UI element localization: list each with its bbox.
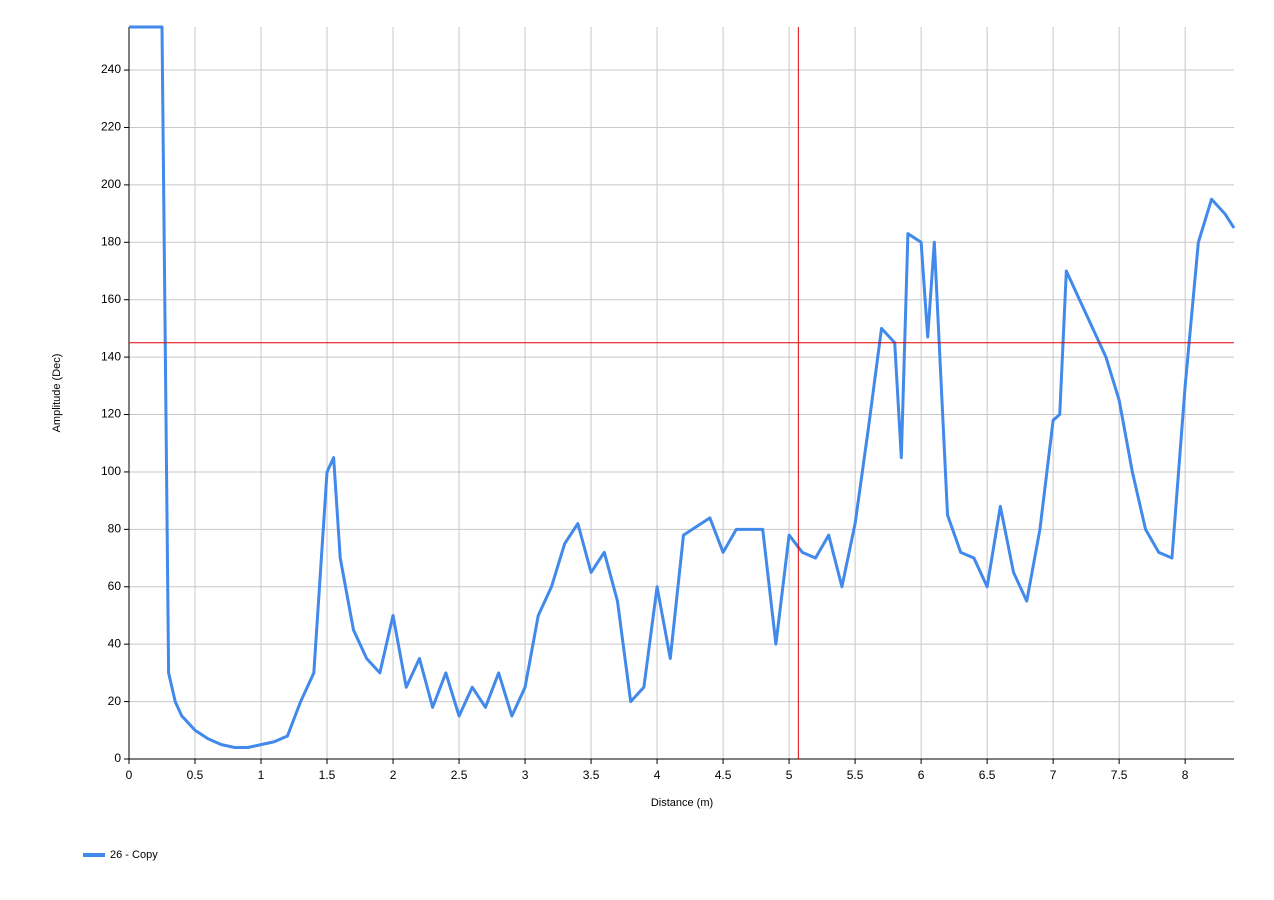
x-tick-label: 2.5 (451, 768, 468, 782)
x-tick-label: 7 (1050, 768, 1057, 782)
y-tick-label: 140 (101, 349, 121, 363)
x-axis-label: Distance (m) (651, 797, 713, 809)
x-tick-label: 6 (918, 768, 925, 782)
y-tick-label: 220 (101, 120, 121, 134)
y-tick-label: 20 (108, 694, 122, 708)
y-tick-label: 120 (101, 407, 121, 421)
x-tick-label: 0.5 (187, 768, 204, 782)
x-tick-label: 5.5 (847, 768, 864, 782)
y-tick-label: 180 (101, 234, 121, 248)
x-tick-label: 8 (1182, 768, 1189, 782)
series-line (129, 25, 1236, 750)
y-tick-label: 240 (101, 62, 121, 76)
x-tick-label: 5 (786, 768, 793, 782)
x-tick-label: 3 (522, 768, 529, 782)
y-axis-label: Amplitude (Dec) (51, 354, 63, 433)
x-tick-label: 2 (390, 768, 397, 782)
x-tick-label: 4.5 (715, 768, 732, 782)
legend-label: 26 - Copy (110, 849, 158, 861)
x-tick-label: 0 (126, 768, 133, 782)
y-tick-label: 0 (114, 751, 121, 765)
x-tick-label: 1.5 (319, 768, 336, 782)
y-tick-label: 80 (108, 522, 122, 536)
x-tick-label: 7.5 (1111, 768, 1128, 782)
x-tick-label: 4 (654, 768, 661, 782)
y-tick-label: 100 (101, 464, 121, 478)
y-tick-label: 200 (101, 177, 121, 191)
x-tick-label: 3.5 (583, 768, 600, 782)
y-tick-label: 60 (108, 579, 122, 593)
x-tick-label: 6.5 (979, 768, 996, 782)
x-tick-label: 1 (258, 768, 265, 782)
y-tick-label: 160 (101, 292, 121, 306)
y-tick-label: 40 (108, 636, 122, 650)
